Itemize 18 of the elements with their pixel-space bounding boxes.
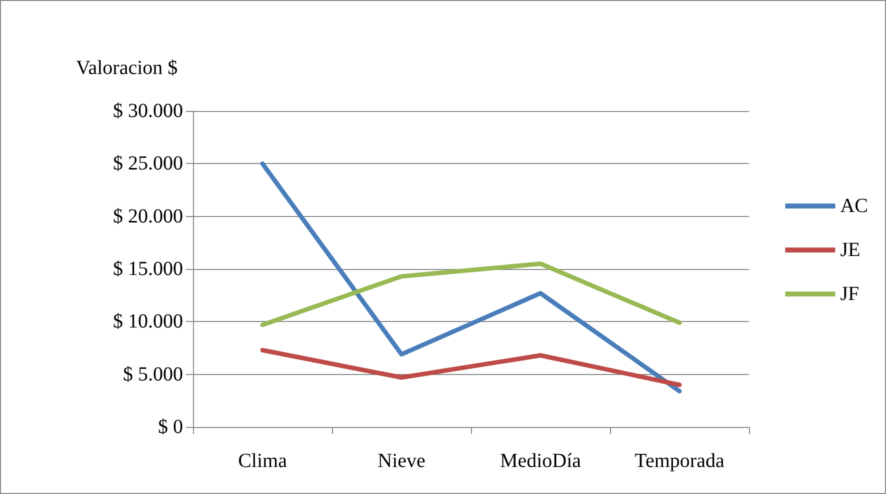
line-series	[260, 161, 682, 394]
y-tick-label: $ 10.000	[113, 310, 183, 333]
y-tick-label: $ 0	[158, 416, 183, 438]
x-tick-label: Nieve	[378, 450, 426, 472]
y-tick-label: $ 20.000	[113, 205, 183, 228]
y-tick-label: $ 30.000	[113, 100, 183, 122]
line-series	[260, 348, 682, 388]
x-tick-label: MedioDía	[500, 450, 582, 472]
x-tick-label: Temporada	[634, 450, 724, 472]
y-tick-label: $ 25.000	[113, 152, 183, 175]
line-series	[260, 261, 682, 328]
y-axis-title: Valoracion $	[76, 57, 178, 79]
legend-label: AC	[840, 195, 868, 217]
x-tick-label: Clima	[238, 450, 288, 472]
legend-label: JE	[840, 239, 860, 261]
y-tick-label: $ 5.000	[123, 363, 183, 386]
legend-label: JF	[840, 283, 860, 305]
y-tick-label: $ 15.000	[113, 258, 183, 280]
